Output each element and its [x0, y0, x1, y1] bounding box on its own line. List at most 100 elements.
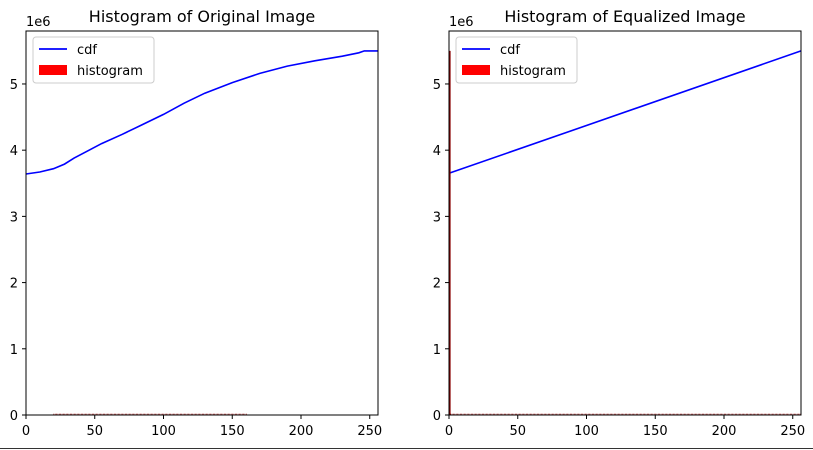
histogram-bar: [799, 413, 801, 415]
histogram-bar: [461, 413, 462, 415]
histogram-bar: [59, 413, 60, 415]
histogram-bar: [151, 413, 152, 415]
histogram-bar: [784, 413, 786, 415]
histogram-bar: [706, 413, 707, 415]
histogram-bar: [572, 413, 574, 415]
histogram-bar: [715, 413, 717, 415]
histogram-bar: [232, 413, 233, 415]
histogram-bar: [677, 413, 678, 415]
histogram-bar: [737, 413, 739, 415]
histogram-bar: [669, 413, 670, 415]
histogram-bar: [115, 413, 116, 415]
histogram-bar: [539, 413, 541, 415]
histogram-bar: [243, 413, 244, 415]
histogram-bar: [218, 413, 220, 415]
histogram-bar: [60, 413, 61, 415]
histogram-bar: [149, 413, 151, 415]
histogram-bar: [180, 413, 181, 415]
histogram-bar: [147, 413, 148, 415]
y-tick-label: 2: [433, 277, 441, 292]
histogram-bar: [548, 413, 549, 415]
histogram-bar: [494, 413, 495, 415]
histogram-bar: [623, 413, 625, 415]
histogram-bar: [729, 413, 731, 415]
y-offset-label: 1e6: [26, 15, 51, 30]
x-tick-label: 0: [445, 424, 453, 439]
histogram-bar: [142, 413, 144, 415]
x-tick-label: 150: [220, 424, 245, 439]
histogram-bar: [184, 413, 185, 415]
histogram-bar: [796, 413, 798, 415]
histogram-bar: [684, 413, 685, 415]
histogram-bar: [642, 413, 644, 415]
x-tick-label: 200: [289, 424, 314, 439]
histogram-bar: [761, 413, 762, 415]
histogram-bar: [108, 413, 110, 415]
histogram-bar: [773, 413, 775, 415]
histogram-bar: [537, 413, 538, 415]
histogram-bar: [160, 413, 162, 415]
histogram-bar: [671, 413, 673, 415]
histogram-bar: [685, 413, 687, 415]
histogram-bar: [100, 413, 101, 415]
histogram-bar: [622, 413, 623, 415]
histogram-bar: [790, 413, 791, 415]
histogram-bar: [600, 413, 601, 415]
cdf-series-line: [25, 50, 378, 175]
histogram-bar: [126, 413, 127, 415]
histogram-bar: [508, 413, 509, 415]
histogram-bar: [517, 413, 519, 415]
histogram-bar: [748, 413, 750, 415]
histogram-bar: [191, 413, 192, 415]
histogram-bar: [237, 413, 239, 415]
histogram-bar: [476, 413, 478, 415]
histogram-bar: [103, 413, 104, 415]
histogram-bar: [762, 413, 764, 415]
histogram-bar: [565, 413, 567, 415]
histogram-bar: [534, 413, 535, 415]
y-tick-label: 0: [10, 409, 18, 424]
histogram-bar: [605, 413, 607, 415]
histogram-bar: [726, 413, 728, 415]
histogram-bar: [473, 413, 475, 415]
histogram-bar: [560, 413, 561, 415]
histogram-bar: [468, 413, 469, 415]
histogram-bar: [567, 413, 568, 415]
histogram-bar: [125, 413, 126, 415]
histogram-bar: [130, 413, 132, 415]
histogram-bar: [686, 413, 688, 415]
histogram-bar: [221, 413, 222, 415]
cdf-series-line: [448, 50, 802, 175]
histogram-bar: [787, 413, 788, 415]
histogram-bar: [72, 413, 74, 415]
chart-title: Histogram of Equalized Image: [504, 7, 745, 26]
y-tick-label: 3: [433, 210, 441, 225]
histogram-bar: [109, 413, 111, 415]
histogram-bar: [63, 413, 64, 415]
histogram-bar: [594, 413, 596, 415]
y-tick-label: 1: [433, 343, 441, 358]
histogram-bar: [609, 413, 611, 415]
histogram-bar: [783, 413, 784, 415]
histogram-bar: [465, 413, 467, 415]
legend-label: cdf: [77, 43, 97, 58]
histogram-bar: [78, 413, 79, 415]
histogram-bar: [163, 413, 165, 415]
histogram-bar: [145, 413, 147, 415]
histogram-bar: [90, 413, 92, 415]
plot-area: [26, 31, 378, 415]
histogram-bar: [614, 413, 615, 415]
histogram-bar: [780, 413, 781, 415]
histogram-bar: [98, 413, 100, 415]
histogram-bar: [660, 413, 662, 415]
x-tick-label: 150: [643, 424, 668, 439]
histogram-bar: [493, 413, 494, 415]
histogram-bar: [750, 413, 751, 415]
histogram-bar: [177, 413, 178, 415]
histogram-bar: [229, 413, 231, 415]
histogram-bar: [601, 413, 603, 415]
histogram-bar: [774, 413, 776, 415]
histogram-bar: [702, 413, 703, 415]
histogram-bar: [697, 413, 699, 415]
histogram-bar: [497, 413, 498, 415]
